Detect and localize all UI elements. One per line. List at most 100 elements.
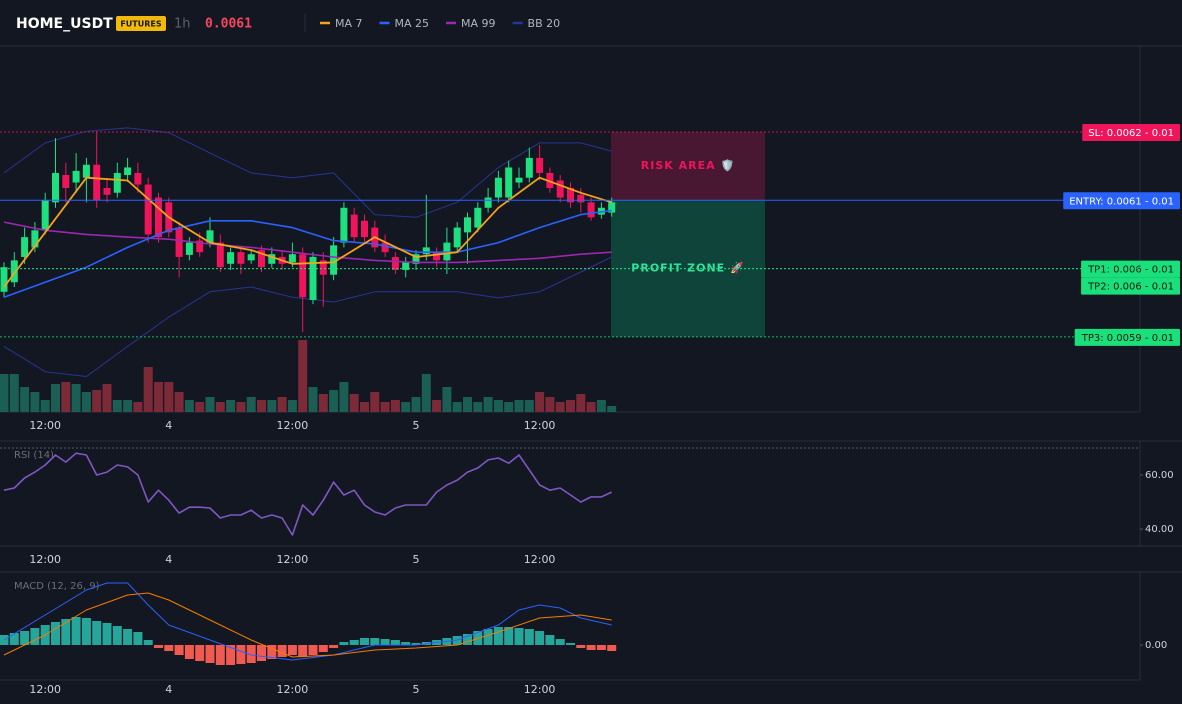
candle-body xyxy=(587,202,595,218)
x-tick-label: 5 xyxy=(413,683,420,696)
candle-body xyxy=(391,256,399,270)
candle-body xyxy=(206,230,214,243)
level-label-bg xyxy=(1081,277,1180,295)
macd-histogram-bar xyxy=(30,628,40,645)
zone-label: RISK AREA 🛡️ xyxy=(641,159,735,172)
volume-bar xyxy=(143,367,153,412)
volume-bar xyxy=(421,374,431,412)
candle-body xyxy=(10,260,18,283)
volume-bar xyxy=(473,402,483,412)
zone xyxy=(611,131,765,201)
volume-bar xyxy=(432,400,442,412)
volume-bar xyxy=(61,382,71,412)
volume-bar xyxy=(112,400,122,412)
bollinger-upper xyxy=(3,127,612,218)
macd-histogram-bar xyxy=(71,617,81,645)
macd-histogram-bar xyxy=(329,645,339,648)
candle-body xyxy=(124,167,132,175)
volume-bar xyxy=(596,400,606,412)
volume-bar xyxy=(226,400,236,412)
candle-body xyxy=(299,254,307,298)
candle-body xyxy=(494,177,502,198)
candle-body xyxy=(608,202,616,213)
x-tick-label: 12:00 xyxy=(29,683,61,696)
volume-bar xyxy=(215,402,225,412)
macd-histogram-bar xyxy=(236,645,246,664)
volume-bar xyxy=(411,397,421,412)
candle-body xyxy=(505,167,513,198)
candle-body xyxy=(144,184,152,235)
macd-histogram-bar xyxy=(463,634,472,645)
macd-histogram-bar xyxy=(524,629,534,645)
volume-bar xyxy=(257,400,266,412)
x-tick-label: 12:00 xyxy=(29,553,61,566)
signal-line xyxy=(3,592,612,658)
macd-histogram-bar xyxy=(535,631,545,645)
x-tick-label: 12:00 xyxy=(524,553,556,566)
candle-body xyxy=(227,252,235,264)
volume-bar xyxy=(174,392,184,412)
candle-body xyxy=(0,267,8,292)
volume-bar xyxy=(287,400,297,412)
candle-body xyxy=(556,180,564,198)
macd-histogram-bar xyxy=(586,645,596,650)
candle-body xyxy=(247,254,255,261)
macd-title: MACD (12, 26, 9) xyxy=(14,581,100,592)
macd-histogram-bar xyxy=(112,626,122,645)
candle-body xyxy=(93,164,101,201)
volume-bar xyxy=(504,402,514,412)
macd-histogram-bar xyxy=(298,645,308,657)
x-tick-label: 12:00 xyxy=(277,419,309,432)
candle-body xyxy=(525,157,533,178)
macd-histogram-bar xyxy=(555,639,565,645)
candle-body xyxy=(412,254,420,264)
volume-bar xyxy=(545,397,555,412)
y-tick-label: 40.00 xyxy=(1145,524,1174,535)
volume-bar xyxy=(493,400,503,412)
rsi-title: RSI (14) xyxy=(14,450,54,461)
volume-bar xyxy=(308,387,318,412)
candle-body xyxy=(258,250,265,268)
candle-body xyxy=(113,172,121,193)
volume-bar xyxy=(380,402,390,412)
macd-histogram-bar xyxy=(174,645,184,655)
macd-histogram-bar xyxy=(51,622,60,645)
macd-histogram-bar xyxy=(318,645,328,652)
level-label: TP3: 0.0059 - 0.01 xyxy=(1081,333,1174,344)
badge: FUTURES xyxy=(120,20,162,29)
volume-bar xyxy=(195,402,205,412)
volume-bar xyxy=(92,390,102,412)
macd-histogram-bar xyxy=(184,645,194,659)
candle-body xyxy=(577,194,585,203)
macd-histogram-bar xyxy=(401,642,411,645)
volume-bar xyxy=(298,340,308,412)
macd-histogram-bar xyxy=(81,618,91,645)
macd-histogram-bar xyxy=(596,645,606,650)
candle-body xyxy=(82,164,90,178)
macd-histogram-bar xyxy=(164,645,174,651)
legend-entry: BB 20 xyxy=(528,17,561,30)
volume-bar xyxy=(246,397,256,412)
macd-histogram-bar xyxy=(215,645,225,665)
macd-histogram-bar xyxy=(246,645,256,663)
volume-bar xyxy=(267,400,277,412)
macd-histogram-bar xyxy=(287,645,297,655)
x-tick-label: 12:00 xyxy=(29,419,61,432)
candle-body xyxy=(350,214,358,238)
macd-histogram-bar xyxy=(277,645,287,657)
candle-body xyxy=(175,227,183,257)
candle-body xyxy=(72,170,80,183)
volume-bar xyxy=(20,387,30,412)
macd-histogram-bar xyxy=(504,627,514,645)
macd-histogram-bar xyxy=(226,645,236,665)
macd-histogram-bar xyxy=(133,632,143,645)
x-tick-label: 12:00 xyxy=(277,553,309,566)
candle-body xyxy=(433,252,441,261)
volume-bar xyxy=(154,382,163,412)
badge-bg xyxy=(116,16,166,31)
last-price: 0.0061 xyxy=(205,17,252,32)
moving-average xyxy=(3,176,612,288)
candle-body xyxy=(41,200,49,231)
